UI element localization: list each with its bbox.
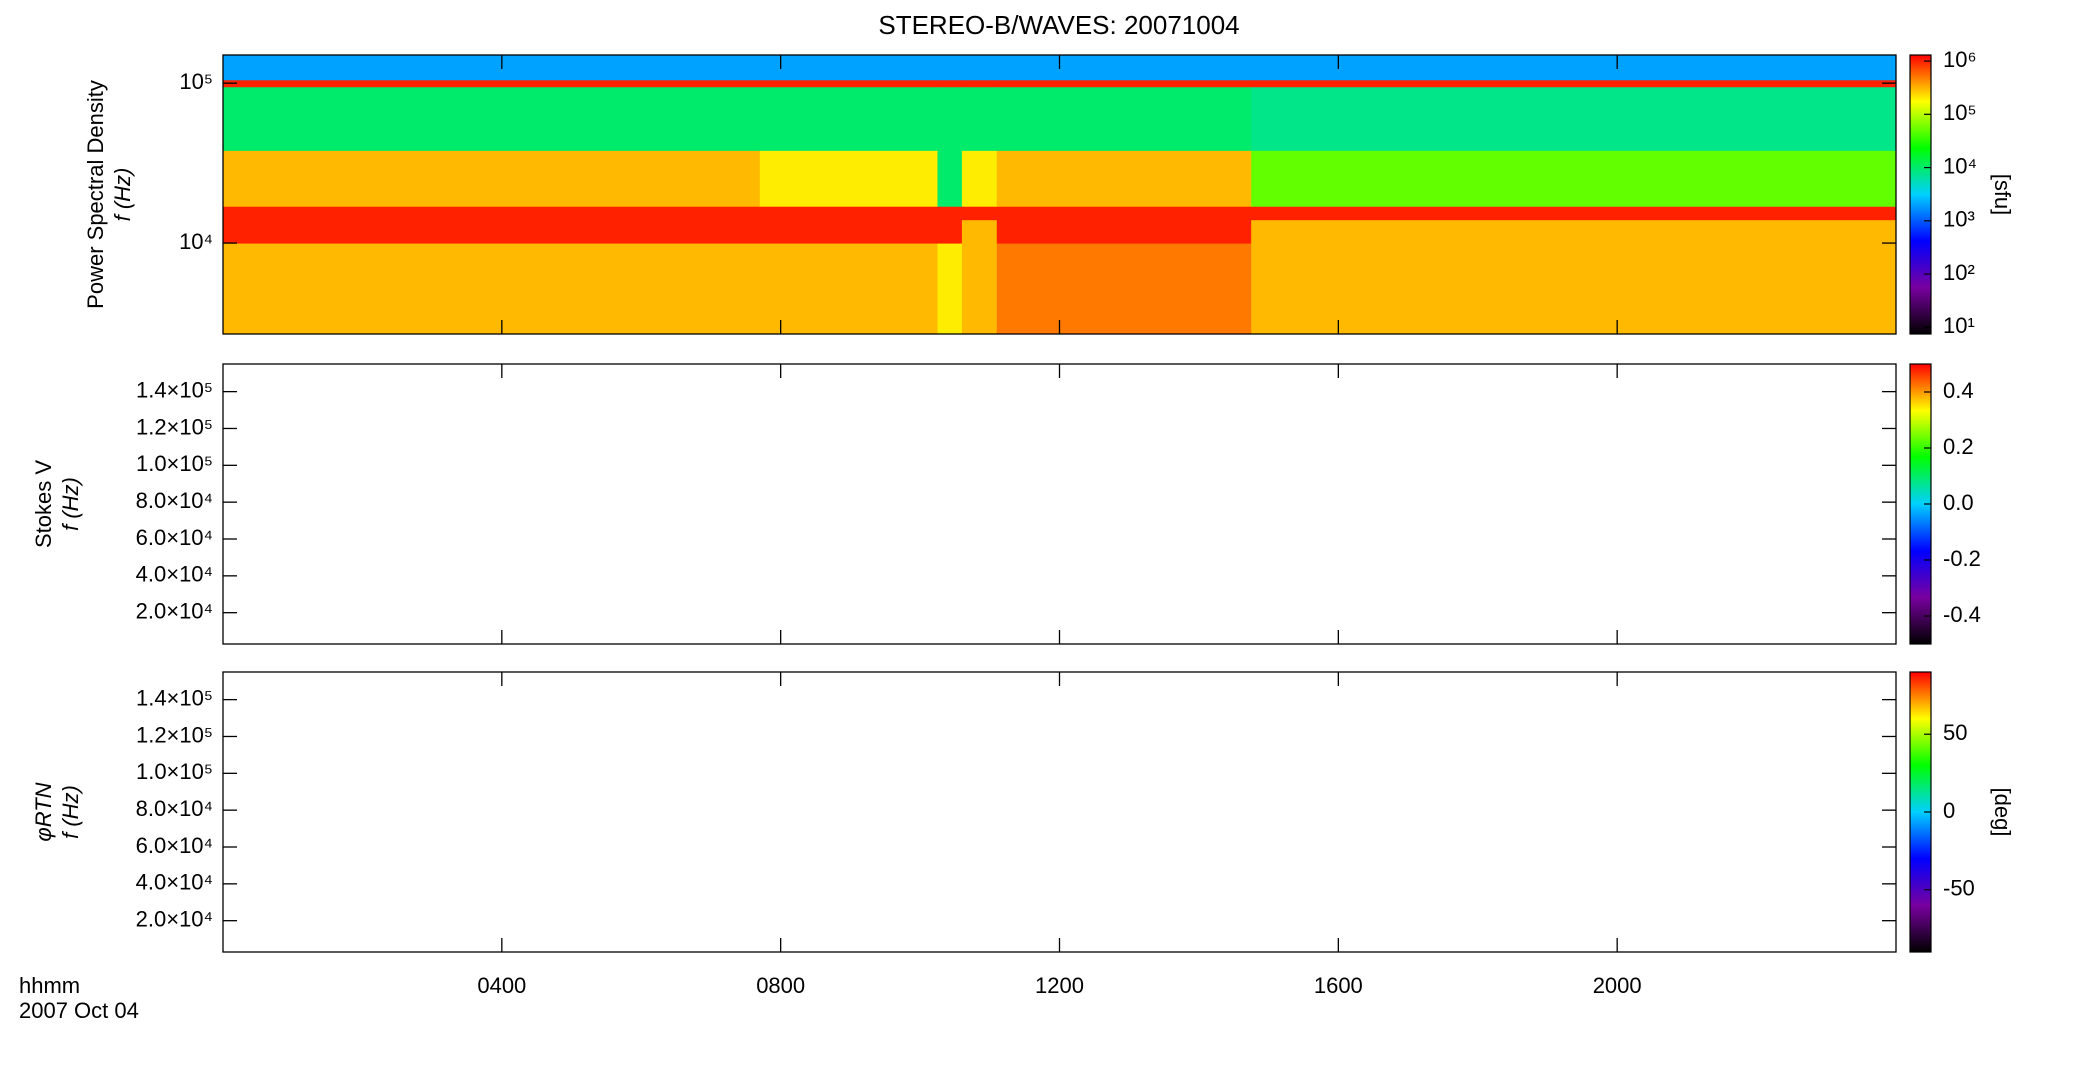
spectrogram-cell: [1251, 243, 1897, 335]
x-tick-label: 1600: [1314, 973, 1363, 998]
y-tick-label: 8.0×10⁴: [136, 796, 213, 821]
spectrogram-cell: [996, 79, 1252, 88]
spectrogram-cell: [996, 206, 1252, 221]
colorbar-tick-label: 10⁶: [1943, 47, 1977, 72]
spectrogram-cell: [223, 206, 761, 221]
spectrogram-cell: [961, 219, 998, 244]
spectrogram-cell: [996, 86, 1252, 151]
colorbar-tick-label: 0: [1943, 798, 1955, 823]
spectrogram-cell: [937, 243, 963, 335]
spectrogram-cell: [961, 55, 998, 81]
spectrogram-cell: [1251, 86, 1897, 151]
spectrogram-cell: [937, 86, 963, 151]
spectrogram-cell: [961, 206, 998, 221]
plot-frame: [222, 671, 1897, 953]
y-tick-label: 6.0×10⁴: [136, 833, 213, 858]
spectrogram-cell: [996, 150, 1252, 207]
y-tick-label: 2.0×10⁴: [136, 598, 213, 623]
y-tick-label: 1.0×10⁵: [136, 451, 213, 476]
x-tick-label: 2000: [1593, 973, 1642, 998]
spectrogram-cell: [223, 150, 761, 207]
y-tick-label: 1.4×10⁵: [136, 377, 213, 402]
spectrogram-cell: [961, 79, 998, 88]
colorbar-tick-label: 10²: [1943, 260, 1975, 285]
spectrogram-cell: [996, 243, 1252, 335]
colorbar-tick-label: 10¹: [1943, 313, 1975, 338]
y-tick-label: 2.0×10⁴: [136, 906, 213, 931]
spectrogram-cell: [759, 150, 939, 207]
y-axis-label: f (Hz): [58, 785, 83, 839]
x-axis-label: 2007 Oct 04: [19, 998, 139, 1023]
colorbar-label: [sfu]: [1990, 174, 2015, 216]
y-axis-label: φRTN: [31, 782, 56, 841]
y-tick-label: 4.0×10⁴: [136, 870, 213, 895]
y-tick-label: 4.0×10⁴: [136, 562, 213, 587]
spectrogram-cell: [223, 86, 761, 151]
spectrogram-cell: [1251, 55, 1897, 81]
colorbar-tick-label: -50: [1943, 876, 1975, 901]
y-axis-label: Stokes V: [31, 460, 56, 548]
spectrogram-cell: [996, 219, 1252, 244]
spectrogram-cell: [1251, 206, 1897, 221]
colorbar-tick-label: 0.2: [1943, 434, 1974, 459]
y-tick-label: 8.0×10⁴: [136, 488, 213, 513]
colorbar-tick-label: -0.4: [1943, 602, 1981, 627]
colorbar-tick-label: 50: [1943, 720, 1967, 745]
spectrogram-cell: [759, 79, 939, 88]
colorbar-tick-label: 0.4: [1943, 378, 1974, 403]
plot-frame: [222, 363, 1897, 645]
y-tick-label: 6.0×10⁴: [136, 525, 213, 550]
y-tick-label: 10⁵: [179, 69, 213, 94]
spectrogram-cell: [961, 243, 998, 335]
y-tick-label: 1.0×10⁵: [136, 759, 213, 784]
colorbar-label: [deg]: [1990, 788, 2015, 837]
y-axis-label: f (Hz): [58, 477, 83, 531]
y-tick-label: 10⁴: [179, 229, 213, 254]
y-tick-label: 1.2×10⁵: [136, 414, 213, 439]
spectrogram-cell: [961, 86, 998, 151]
spectrogram-cell: [1251, 150, 1897, 207]
spectrogram-cell: [1251, 219, 1897, 244]
colorbar-tick-label: 10⁴: [1943, 153, 1977, 178]
spectrogram-cell: [759, 86, 939, 151]
x-tick-label: 1200: [1035, 973, 1084, 998]
spectrogram-cell: [223, 219, 761, 244]
spectrogram-cell: [759, 243, 939, 335]
spectrogram-cell: [937, 219, 963, 244]
spectrogram-cell: [961, 150, 998, 207]
spectrogram-cell: [223, 243, 761, 335]
spectrogram-cell: [223, 55, 761, 81]
spectrogram-cell: [937, 206, 963, 221]
spectrogram-cell: [1251, 79, 1897, 88]
chart-title: STEREO-B/WAVES: 20071004: [878, 10, 1239, 40]
x-tick-label: 0800: [756, 973, 805, 998]
colorbar-tick-label: -0.2: [1943, 546, 1981, 571]
x-axis-label: hhmm: [19, 973, 80, 998]
y-tick-label: 1.2×10⁵: [136, 722, 213, 747]
spectrogram-cell: [937, 150, 963, 207]
colorbar-tick-label: 10³: [1943, 207, 1975, 232]
x-tick-label: 0400: [477, 973, 526, 998]
colorbar-tick-label: 0.0: [1943, 490, 1974, 515]
spectrogram-cell: [759, 219, 939, 244]
spectrogram-cell: [996, 55, 1252, 81]
spectrogram-cell: [759, 55, 939, 81]
colorbar-tick-label: 10⁵: [1943, 100, 1977, 125]
spectrogram-cell: [223, 79, 761, 88]
y-axis-label: f (Hz): [110, 168, 135, 222]
y-axis-label: Power Spectral Density: [83, 80, 108, 309]
spectrogram-cell: [937, 79, 963, 88]
y-tick-label: 1.4×10⁵: [136, 685, 213, 710]
spectrogram-cell: [937, 55, 963, 81]
colorbar: [1909, 54, 1932, 335]
spectrogram-cell: [759, 206, 939, 221]
